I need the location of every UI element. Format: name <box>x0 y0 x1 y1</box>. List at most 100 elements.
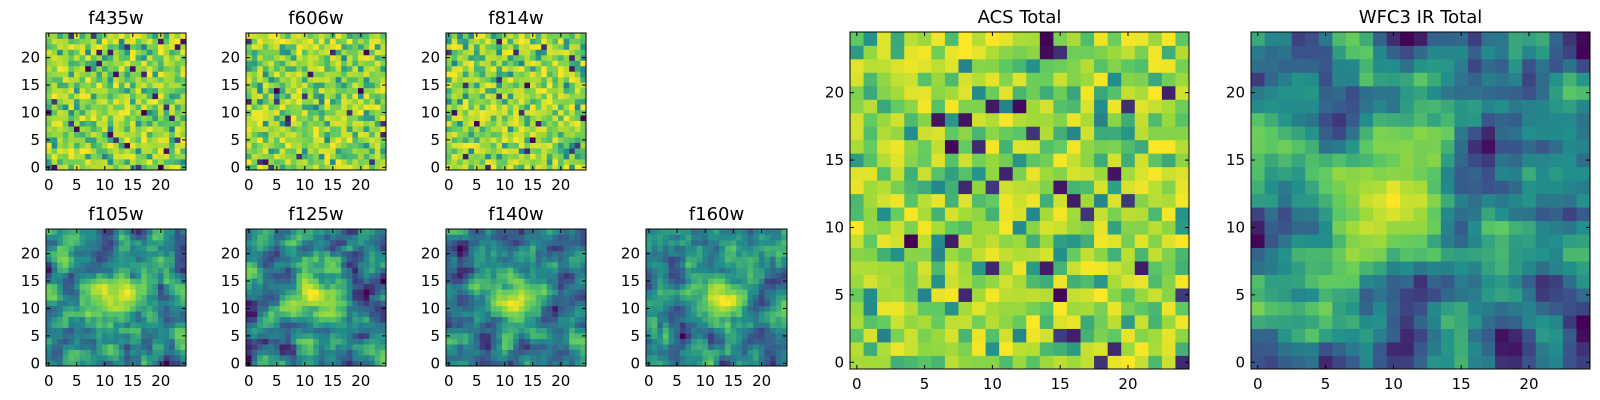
heatmap-cell <box>290 131 297 138</box>
heatmap-cell <box>369 131 376 138</box>
heatmap-cell <box>102 93 108 100</box>
heatmap-cell <box>747 229 754 235</box>
heatmap-cell <box>646 300 652 307</box>
heatmap-cell <box>174 98 181 105</box>
heatmap-cell <box>346 239 353 246</box>
heatmap-cell <box>462 360 469 367</box>
heatmap-cell <box>775 278 782 285</box>
heatmap-cell <box>753 261 760 268</box>
heatmap-cell <box>468 294 475 301</box>
heatmap-cell <box>268 261 275 268</box>
heatmap-cell <box>944 180 959 195</box>
heatmap-cell <box>62 153 69 160</box>
heatmap-cell <box>518 289 525 296</box>
heatmap-cell <box>574 126 581 132</box>
heatmap-cell <box>358 239 364 246</box>
heatmap-cell <box>558 355 564 361</box>
heatmap-cell <box>724 300 731 307</box>
heatmap-cell <box>180 267 187 274</box>
heatmap-cell <box>574 60 581 67</box>
heatmap-cell <box>57 142 64 149</box>
heatmap-cell <box>558 338 564 345</box>
heatmap-cell <box>958 315 973 329</box>
heatmap-cell <box>490 60 497 67</box>
heatmap-cell <box>324 142 331 149</box>
heatmap-cell <box>535 305 542 312</box>
heatmap-cell <box>496 239 503 246</box>
heatmap-cell <box>324 316 331 323</box>
heatmap-cell <box>262 322 269 328</box>
heatmap-cell <box>68 71 75 78</box>
heatmap-cell <box>668 267 675 274</box>
heatmap-cell <box>158 283 164 290</box>
heatmap-cell <box>324 60 331 67</box>
heatmap-cell <box>770 344 777 350</box>
heatmap-cell <box>651 239 658 246</box>
heatmap-cell <box>318 311 325 318</box>
heatmap-cell <box>1039 288 1054 302</box>
heatmap-cell <box>302 289 308 296</box>
heatmap-cell <box>51 278 58 285</box>
heatmap-cell <box>341 98 348 105</box>
heatmap-cell <box>79 142 86 149</box>
heatmap-cell <box>62 142 69 149</box>
heatmap-cell <box>753 250 760 257</box>
heatmap-cell <box>246 148 252 154</box>
heatmap-cell <box>90 148 97 154</box>
heatmap-cell <box>758 267 765 274</box>
heatmap-cell <box>62 164 69 171</box>
heatmap-cell <box>490 87 497 94</box>
heatmap-cell <box>558 93 564 100</box>
heatmap-cell <box>74 54 80 61</box>
heatmap-cell <box>90 322 97 328</box>
heatmap-cell <box>313 65 320 72</box>
heatmap-cell <box>741 300 748 307</box>
heatmap-cell <box>246 289 252 296</box>
heatmap-cell <box>79 71 86 78</box>
heatmap-cell <box>141 137 148 143</box>
heatmap-cell <box>118 327 125 334</box>
heatmap-cell <box>102 289 108 296</box>
heatmap-cell <box>685 333 692 339</box>
x-tick-label: 20 <box>151 176 170 194</box>
heatmap-cell <box>380 229 387 235</box>
heatmap-cell <box>313 87 320 94</box>
heatmap-cell <box>46 283 52 290</box>
heatmap-cell <box>546 153 553 160</box>
heatmap-cell <box>708 355 715 361</box>
heatmap-cell <box>530 115 536 122</box>
heatmap-cell <box>446 76 452 83</box>
heatmap-cell <box>352 360 359 367</box>
heatmap-cell <box>479 234 486 241</box>
heatmap-cell <box>485 115 492 122</box>
heatmap-cell <box>1053 180 1068 195</box>
heatmap-cell <box>446 65 452 72</box>
heatmap-cell <box>890 315 905 329</box>
heatmap-cell <box>518 54 525 61</box>
heatmap-cell <box>462 239 469 246</box>
heatmap-cell <box>62 60 69 67</box>
heatmap-cell <box>1066 301 1081 316</box>
heatmap-cell <box>741 344 748 350</box>
heatmap-cell <box>574 256 581 263</box>
heatmap-cell <box>479 71 486 78</box>
heatmap-cell <box>457 43 464 50</box>
heatmap-cell <box>972 247 986 262</box>
heatmap-cell <box>374 54 381 61</box>
heatmap-cell <box>257 33 264 39</box>
heatmap-cell <box>169 71 176 78</box>
heatmap-cell <box>770 305 777 312</box>
heatmap-cell <box>850 355 864 370</box>
heatmap-cell <box>719 283 726 290</box>
heatmap-cell <box>736 305 743 312</box>
heatmap-cell <box>1175 261 1190 275</box>
heatmap-cell <box>646 316 652 323</box>
heatmap-cell <box>335 98 342 105</box>
heatmap-cell <box>685 311 692 318</box>
heatmap-cell <box>518 148 525 154</box>
heatmap-cell <box>1107 342 1122 356</box>
heatmap-cell <box>307 76 314 83</box>
heatmap-cell <box>96 87 103 94</box>
heatmap-cell <box>296 316 303 323</box>
heatmap-cell <box>85 38 92 45</box>
